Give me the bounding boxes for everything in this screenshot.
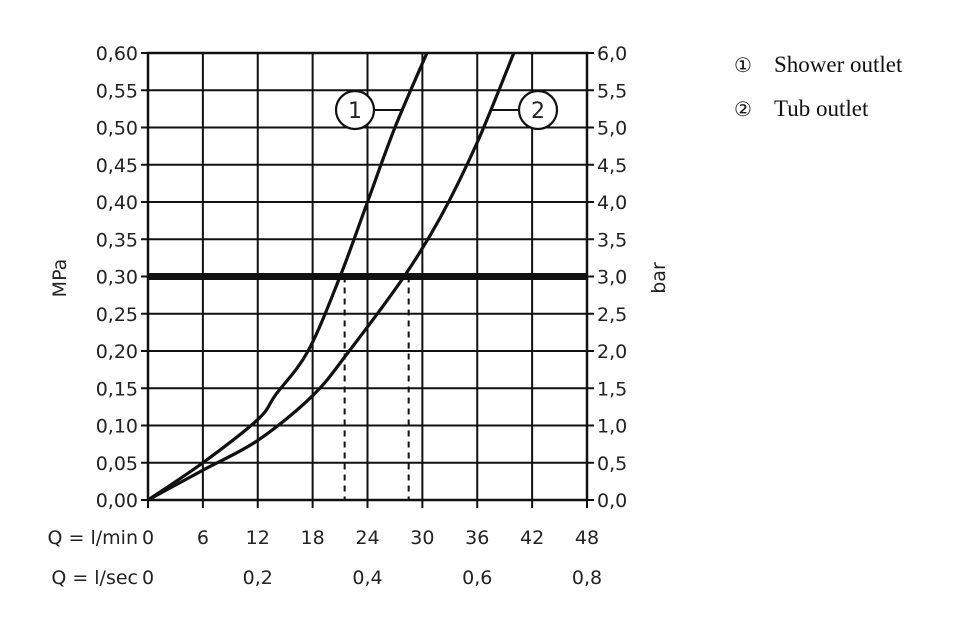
- y-left-tick-label: 0,05: [96, 453, 138, 475]
- y-left-tick-label: 0,50: [96, 118, 138, 140]
- y-right-tick-label: 5,5: [597, 80, 627, 102]
- y-right-axis-title: bar: [648, 262, 670, 294]
- callout-circle-2: [517, 89, 559, 131]
- x-lmin-tick-label: 18: [301, 527, 325, 549]
- legend-label-tub-outlet: Tub outlet: [774, 96, 869, 121]
- plot-frame: [146, 51, 589, 502]
- x-lsec-tick-label: 0,4: [352, 567, 382, 589]
- x-lmin-tick-label: 42: [520, 527, 544, 549]
- y-left-tick-label: 0,20: [96, 341, 138, 363]
- axis-layer: [141, 51, 594, 508]
- x-lmin-axis-title: Q = l/min: [48, 527, 138, 549]
- y-right-tick-label: 6,0: [597, 43, 627, 65]
- x-lsec-tick-label: 0,2: [243, 567, 273, 589]
- y-left-tick-label: 0,35: [96, 229, 138, 251]
- x-lsec-axis-title: Q = l/sec: [51, 567, 138, 589]
- x-lmin-tick-label: 6: [197, 527, 209, 549]
- y-right-tick-label: 3,0: [597, 267, 627, 289]
- y-right-tick-label: 1,0: [597, 416, 627, 438]
- x-lsec-tick-label: 0,6: [462, 567, 492, 589]
- y-right-tick-label: 5,0: [597, 118, 627, 140]
- y-right-tick-label: 1,5: [597, 378, 627, 400]
- y-left-tick-label: 0,25: [96, 304, 138, 326]
- reference-line-layer: [148, 273, 587, 500]
- callout-label-2: 2: [531, 99, 545, 124]
- legend-marker-2: ②: [734, 97, 752, 121]
- y-left-tick-label: 0,45: [96, 155, 138, 177]
- y-right-tick-label: 4,0: [597, 192, 627, 214]
- x-lsec-tick-label: 0: [142, 567, 154, 589]
- y-left-tick-label: 0,40: [96, 192, 138, 214]
- y-left-tick-label: 0,00: [96, 490, 138, 512]
- y-left-tick-label: 0,60: [96, 43, 138, 65]
- callout-label-1: 1: [348, 99, 362, 124]
- legend-label-shower-outlet: Shower outlet: [774, 52, 903, 77]
- series-line-2: [147, 52, 516, 502]
- x-lmin-tick-label: 30: [410, 527, 434, 549]
- x-lmin-tick-label: 12: [246, 527, 270, 549]
- y-left-tick-label: 0,30: [96, 267, 138, 289]
- y-left-tick-label: 0,55: [96, 80, 138, 102]
- y-right-tick-label: 0,0: [597, 490, 627, 512]
- series-line-1: [147, 52, 429, 502]
- tick-labels: 0,00 0,00,05 0,50,10 1,00,15 1,50,20 2,00,25 2…: [96, 43, 628, 589]
- y-right-tick-label: 3,5: [597, 229, 627, 251]
- x-lmin-tick-label: 0: [142, 527, 154, 549]
- x-lmin-tick-label: 48: [575, 527, 599, 549]
- y-right-tick-label: 4,5: [597, 155, 627, 177]
- y-right-tick-label: 2,0: [597, 341, 627, 363]
- y-left-tick-label: 0,10: [96, 416, 138, 438]
- y-left-axis-title: MPa: [49, 259, 71, 298]
- callout-circle-1: [334, 89, 376, 131]
- x-lmin-tick-label: 24: [355, 527, 379, 549]
- x-lsec-tick-label: 0,8: [572, 567, 602, 589]
- legend-marker-1: ①: [734, 53, 752, 77]
- x-lmin-tick-label: 36: [465, 527, 489, 549]
- y-right-tick-label: 2,5: [597, 304, 627, 326]
- y-right-tick-label: 0,5: [597, 453, 627, 475]
- legend: ① Shower outlet ② Tub outlet: [734, 52, 903, 121]
- y-left-tick-label: 0,15: [96, 378, 138, 400]
